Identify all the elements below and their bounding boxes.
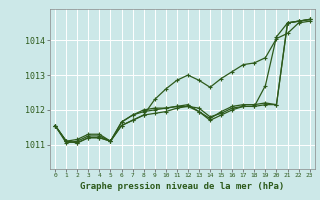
X-axis label: Graphe pression niveau de la mer (hPa): Graphe pression niveau de la mer (hPa) — [80, 182, 284, 191]
